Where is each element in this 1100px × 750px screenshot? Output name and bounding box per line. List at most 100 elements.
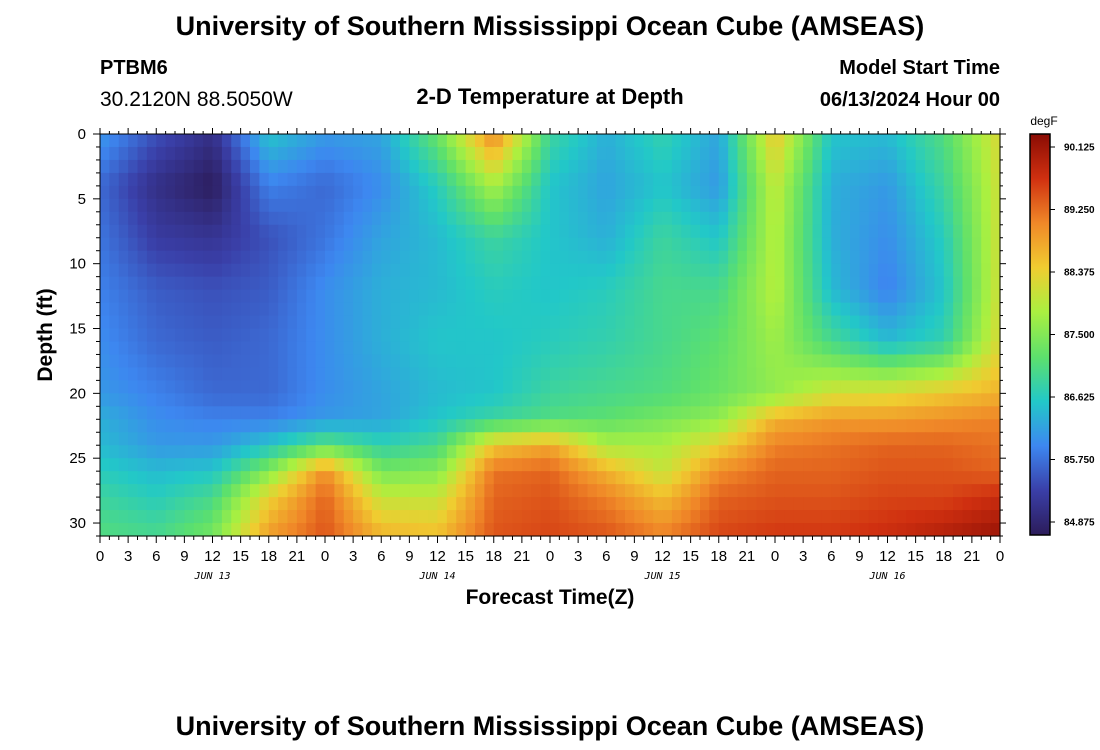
heatmap-cell	[306, 263, 317, 278]
heatmap-cell	[259, 224, 270, 239]
heatmap-cell	[859, 510, 870, 524]
heatmap-cell	[606, 134, 617, 148]
heatmap-cell	[943, 393, 954, 407]
heatmap-cell	[850, 445, 860, 459]
heatmap-cell	[550, 510, 560, 524]
heatmap-cell	[662, 211, 673, 226]
heatmap-cell	[175, 134, 185, 148]
heatmap-cell	[606, 146, 617, 161]
heatmap-cell	[437, 458, 448, 472]
heatmap-cell	[184, 419, 195, 433]
heatmap-cell	[362, 224, 373, 239]
heatmap-cell	[287, 354, 298, 369]
heatmap-cell	[906, 354, 917, 369]
heatmap-cell	[812, 354, 823, 369]
heatmap-cell	[409, 367, 420, 381]
heatmap-cell	[681, 302, 692, 317]
heatmap-cell	[418, 302, 429, 317]
x-tick-label: 3	[124, 548, 132, 565]
heatmap-cell	[371, 263, 382, 278]
heatmap-cell	[184, 328, 195, 343]
heatmap-cell	[175, 328, 185, 343]
heatmap-cell	[343, 497, 354, 511]
heatmap-cell	[962, 471, 973, 485]
heatmap-cell	[578, 406, 589, 420]
heatmap-cell	[896, 510, 907, 524]
heatmap-cell	[765, 393, 776, 407]
heatmap-cell	[193, 302, 204, 317]
heatmap-cell	[906, 172, 917, 187]
x-tick-label: 15	[232, 548, 249, 565]
heatmap-cell	[934, 419, 945, 433]
heatmap-cell	[596, 497, 607, 511]
heatmap-cell	[868, 432, 879, 446]
heatmap-cell	[268, 341, 279, 356]
heatmap-cell	[512, 198, 523, 213]
heatmap-cell	[606, 341, 617, 356]
heatmap-cell	[540, 497, 551, 511]
heatmap-cell	[906, 406, 917, 420]
heatmap-cell	[268, 523, 279, 537]
heatmap-cell	[878, 471, 889, 485]
heatmap-cell	[100, 367, 110, 381]
heatmap-cell	[259, 484, 270, 498]
heatmap-cell	[615, 393, 626, 407]
heatmap-cell	[428, 445, 439, 459]
y-tick-label: 15	[69, 321, 86, 338]
heatmap-cell	[550, 328, 560, 343]
heatmap-cell	[653, 302, 664, 317]
heatmap-cell	[728, 172, 739, 187]
heatmap-cell	[868, 237, 879, 252]
heatmap-cell	[437, 146, 448, 161]
heatmap-cell	[465, 172, 476, 187]
heatmap-cell	[465, 289, 476, 304]
heatmap-cell	[700, 146, 710, 161]
heatmap-cell	[484, 198, 495, 213]
heatmap-cell	[671, 458, 682, 472]
heatmap-cell	[315, 224, 326, 239]
heatmap-cell	[128, 237, 139, 252]
heatmap-cell	[456, 406, 467, 420]
heatmap-cell	[212, 172, 223, 187]
heatmap-cell	[925, 134, 935, 148]
heatmap-cell	[653, 315, 664, 330]
heatmap-cell	[709, 276, 720, 291]
heatmap-cell	[878, 367, 889, 381]
heatmap-cell	[446, 445, 457, 459]
heatmap-cell	[212, 341, 223, 356]
heatmap-cell	[231, 134, 242, 148]
heatmap-cell	[578, 432, 589, 446]
heatmap-cell	[231, 315, 242, 330]
heatmap-cell	[156, 497, 167, 511]
heatmap-cell	[221, 445, 232, 459]
heatmap-cell	[550, 159, 560, 174]
heatmap-cell	[184, 211, 195, 226]
heatmap-cell	[953, 419, 964, 433]
heatmap-cell	[559, 198, 570, 213]
heatmap-cell	[175, 224, 185, 239]
heatmap-cell	[578, 159, 589, 174]
heatmap-cell	[409, 198, 420, 213]
heatmap-cell	[690, 276, 701, 291]
heatmap-cell	[859, 250, 870, 265]
heatmap-cell	[175, 211, 185, 226]
heatmap-cell	[325, 328, 335, 343]
heatmap-cell	[934, 198, 945, 213]
heatmap-cell	[400, 276, 410, 291]
heatmap-cell	[390, 341, 401, 356]
heatmap-cell	[484, 172, 495, 187]
heatmap-cell	[156, 289, 167, 304]
heatmap-cell	[128, 419, 139, 433]
heatmap-cell	[953, 134, 964, 148]
heatmap-cell	[118, 276, 129, 291]
heatmap-cell	[887, 341, 898, 356]
heatmap-cell	[896, 354, 907, 369]
heatmap-cell	[606, 211, 617, 226]
heatmap-cell	[765, 458, 776, 472]
heatmap-cell	[268, 250, 279, 265]
heatmap-cell	[418, 172, 429, 187]
heatmap-cell	[137, 237, 148, 252]
heatmap-cell	[925, 263, 935, 278]
heatmap-cell	[390, 211, 401, 226]
heatmap-cell	[634, 237, 645, 252]
